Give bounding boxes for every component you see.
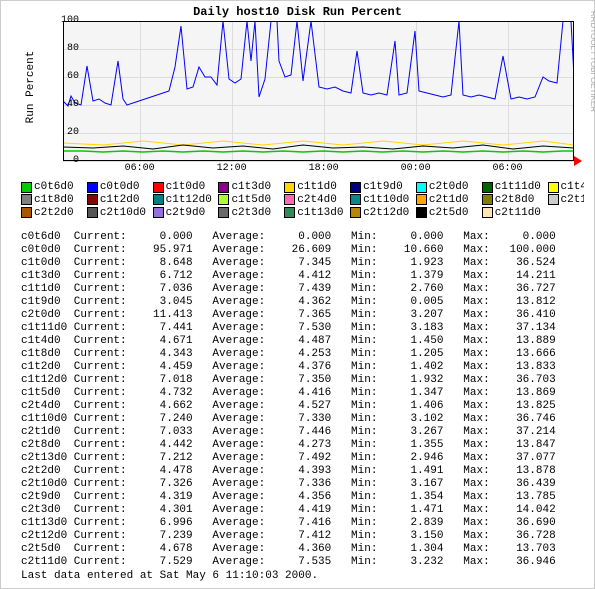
legend-swatch-icon (548, 182, 559, 193)
chart-title: Daily host10 Disk Run Percent (1, 5, 594, 19)
legend-swatch-icon (87, 194, 98, 205)
legend-label: c1t12d0 (166, 194, 219, 206)
legend-swatch-icon (482, 182, 493, 193)
legend-swatch-icon (482, 194, 493, 205)
legend-item: c2t3d0 (218, 207, 284, 220)
legend-swatch-icon (284, 207, 295, 218)
legend-item: c2t8d0 (482, 194, 548, 207)
legend-label: c0t0d0 (100, 181, 153, 193)
legend-label: c0t6d0 (34, 181, 87, 193)
chart-area (63, 21, 574, 161)
legend-label: c2t3d0 (231, 207, 284, 219)
legend-swatch-icon (284, 182, 295, 193)
legend-swatch-icon (218, 182, 229, 193)
legend-item: c1t11d0 (482, 181, 548, 194)
y-tick-label: 0 (39, 155, 79, 166)
legend-item: c2t11d0 (482, 207, 548, 220)
legend-label: c1t10d0 (363, 194, 416, 206)
legend-swatch-icon (350, 182, 361, 193)
legend-item: c1t3d0 (218, 181, 284, 194)
legend-item: c1t1d0 (284, 181, 350, 194)
footer-text: Last data entered at Sat May 6 11:10:03 … (21, 570, 318, 582)
legend-item: c1t5d0 (218, 194, 284, 207)
legend-label: c2t12d0 (363, 207, 416, 219)
legend-label: c1t5d0 (231, 194, 284, 206)
legend: c0t6d0 c0t0d0 c1t0d0 c1t3d0 c1t1d0 c1t9d… (21, 181, 584, 220)
legend-label: c2t10d0 (100, 207, 153, 219)
legend-item: c0t6d0 (21, 181, 87, 194)
legend-item: c1t9d0 (350, 181, 416, 194)
y-tick-label: 40 (39, 99, 79, 110)
legend-label: c1t8d0 (34, 194, 87, 206)
legend-swatch-icon (21, 182, 32, 193)
legend-swatch-icon (218, 194, 229, 205)
legend-item: c1t2d0 (87, 194, 153, 207)
legend-label: c1t9d0 (363, 181, 416, 193)
legend-item: c2t4d0 (284, 194, 350, 207)
legend-item: c2t1d0 (416, 194, 482, 207)
legend-item: c1t4d0 (548, 181, 585, 194)
legend-item: c1t10d0 (350, 194, 416, 207)
legend-label: c2t11d0 (495, 207, 548, 219)
chart-svg (63, 21, 574, 161)
legend-swatch-icon (284, 194, 295, 205)
legend-swatch-icon (350, 194, 361, 205)
y-tick-label: 80 (39, 43, 79, 54)
x-tick-label: 06:00 (125, 163, 155, 174)
legend-label: c2t1d0 (429, 194, 482, 206)
legend-item: c1t0d0 (153, 181, 219, 194)
x-tick-label: 18:00 (309, 163, 339, 174)
legend-swatch-icon (87, 207, 98, 218)
legend-label: c2t9d0 (166, 207, 219, 219)
legend-label: c2t13d0 (561, 194, 585, 206)
y-tick-label: 100 (39, 15, 79, 26)
legend-swatch-icon (218, 207, 229, 218)
legend-item: c1t13d0 (284, 207, 350, 220)
legend-item: c2t5d0 (416, 207, 482, 220)
legend-label: c1t0d0 (166, 181, 219, 193)
legend-swatch-icon (153, 207, 164, 218)
legend-swatch-icon (21, 207, 32, 218)
legend-label: c2t2d0 (34, 207, 87, 219)
y-axis-label: Run Percent (25, 27, 37, 147)
legend-item: c2t2d0 (21, 207, 87, 220)
legend-label: c1t13d0 (297, 207, 350, 219)
legend-swatch-icon (416, 182, 427, 193)
stats-table: c0t6d0 Current: 0.000 Average: 0.000 Min… (21, 231, 556, 569)
legend-swatch-icon (153, 194, 164, 205)
legend-item: c2t9d0 (153, 207, 219, 220)
rrdtool-watermark: RRDTOOL / TOBI OETIKER (589, 11, 595, 112)
legend-item: c0t0d0 (87, 181, 153, 194)
legend-item: c2t13d0 (548, 194, 585, 207)
legend-item: c1t8d0 (21, 194, 87, 207)
x-tick-label: 12:00 (217, 163, 247, 174)
legend-label: c2t0d0 (429, 181, 482, 193)
legend-label: c2t8d0 (495, 194, 548, 206)
legend-label: c1t4d0 (561, 181, 585, 193)
legend-swatch-icon (153, 182, 164, 193)
legend-swatch-icon (87, 182, 98, 193)
legend-item: c2t10d0 (87, 207, 153, 220)
x-tick-label: 06:00 (493, 163, 523, 174)
y-tick-label: 60 (39, 71, 79, 82)
legend-label: c1t3d0 (231, 181, 284, 193)
chart-container: { "title": "Daily host10 Disk Run Percen… (0, 0, 595, 589)
legend-label: c2t5d0 (429, 207, 482, 219)
legend-swatch-icon (21, 194, 32, 205)
y-tick-label: 20 (39, 127, 79, 138)
legend-label: c1t2d0 (100, 194, 153, 206)
legend-swatch-icon (416, 194, 427, 205)
legend-swatch-icon (548, 194, 559, 205)
legend-swatch-icon (482, 207, 493, 218)
legend-swatch-icon (350, 207, 361, 218)
legend-item: c2t0d0 (416, 181, 482, 194)
legend-item: c2t12d0 (350, 207, 416, 220)
x-tick-label: 00:00 (401, 163, 431, 174)
legend-item: c1t12d0 (153, 194, 219, 207)
legend-label: c1t1d0 (297, 181, 350, 193)
axis-arrow-icon (574, 156, 582, 166)
legend-label: c1t11d0 (495, 181, 548, 193)
legend-label: c2t4d0 (297, 194, 350, 206)
legend-swatch-icon (416, 207, 427, 218)
